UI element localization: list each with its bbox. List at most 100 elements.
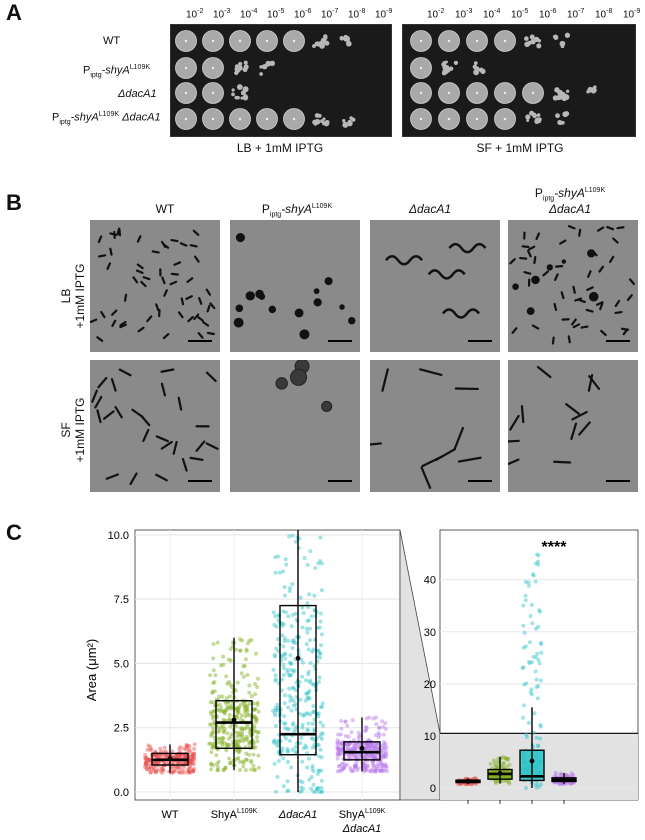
data-point	[236, 705, 241, 710]
cell-shape	[559, 239, 567, 245]
cell-shape	[572, 323, 581, 329]
data-point	[238, 768, 243, 773]
data-point	[191, 754, 196, 759]
data-point	[346, 734, 351, 739]
data-point	[320, 701, 325, 706]
data-point	[153, 770, 158, 775]
data-point	[209, 722, 214, 727]
cell-shape	[561, 259, 567, 264]
data-point	[207, 741, 212, 746]
single-colony	[593, 85, 597, 89]
data-point	[271, 667, 276, 672]
data-point	[376, 735, 381, 740]
data-point	[282, 652, 287, 657]
inset-y-tick-label: 20	[424, 679, 436, 691]
data-point	[563, 772, 568, 777]
data-point	[227, 712, 232, 717]
main-boxplot	[143, 530, 389, 794]
data-point	[303, 678, 308, 683]
single-colony	[346, 38, 350, 42]
data-point	[526, 580, 531, 585]
data-point	[145, 767, 150, 772]
data-point	[300, 625, 305, 630]
data-point	[298, 697, 303, 702]
data-point	[306, 690, 311, 695]
data-point	[235, 714, 240, 719]
data-point	[529, 692, 534, 697]
data-point	[380, 719, 385, 724]
data-point	[216, 759, 221, 764]
cell-shape	[299, 329, 310, 340]
data-point	[244, 738, 249, 743]
data-point	[318, 655, 323, 660]
data-point	[348, 753, 353, 758]
data-point	[187, 765, 192, 770]
cell-shape	[587, 373, 594, 392]
data-point	[367, 745, 372, 750]
data-point	[236, 756, 241, 761]
single-colony	[473, 61, 478, 65]
cell-shape	[136, 263, 144, 270]
x-tick-label: ΔdacA1	[278, 809, 318, 821]
data-point	[366, 742, 371, 747]
data-point	[289, 673, 294, 678]
data-point	[527, 659, 532, 664]
data-point	[188, 770, 193, 775]
data-point	[346, 742, 351, 747]
data-point	[255, 685, 260, 690]
data-point	[290, 639, 295, 644]
data-point	[317, 789, 322, 794]
single-colony	[238, 61, 243, 67]
data-point	[228, 646, 233, 651]
data-point	[188, 765, 193, 770]
data-point	[176, 754, 181, 759]
data-point	[215, 768, 220, 773]
data-point	[506, 756, 511, 761]
data-point	[289, 708, 294, 713]
data-point	[363, 746, 368, 751]
data-point	[220, 708, 225, 713]
data-point	[503, 755, 508, 760]
data-point	[287, 660, 292, 665]
data-point	[535, 651, 540, 656]
data-point	[527, 640, 532, 645]
data-point	[350, 718, 355, 723]
data-point	[172, 768, 177, 773]
data-point	[337, 748, 342, 753]
data-point	[272, 761, 277, 766]
data-point	[188, 761, 193, 766]
data-point	[217, 740, 222, 745]
plate-caption-sf: SF + 1mM IPTG	[476, 141, 564, 155]
data-point	[143, 762, 148, 767]
data-point	[372, 754, 377, 759]
cell-shape	[313, 288, 320, 295]
data-point	[282, 714, 287, 719]
data-point	[361, 755, 366, 760]
data-point	[247, 701, 252, 706]
data-point	[230, 705, 235, 710]
data-point	[293, 745, 298, 750]
data-point	[368, 769, 373, 774]
data-point	[223, 701, 228, 706]
data-point	[298, 741, 303, 746]
data-point	[286, 614, 291, 619]
single-colony	[259, 72, 263, 76]
cell-shape	[585, 308, 594, 313]
dilution-label: 10-8	[595, 8, 613, 21]
data-point	[290, 533, 295, 538]
data-point	[312, 728, 317, 733]
cell-shape	[519, 256, 528, 260]
data-point	[273, 708, 278, 713]
data-point	[219, 663, 224, 668]
data-point	[371, 764, 376, 769]
data-point	[337, 752, 342, 757]
data-point	[381, 745, 386, 750]
data-point	[238, 703, 243, 708]
data-point	[179, 770, 184, 775]
data-point	[315, 771, 320, 776]
data-point	[316, 714, 321, 719]
single-colony	[231, 88, 235, 92]
data-point	[188, 757, 193, 762]
cell-shape	[160, 382, 167, 397]
data-point	[534, 677, 539, 682]
